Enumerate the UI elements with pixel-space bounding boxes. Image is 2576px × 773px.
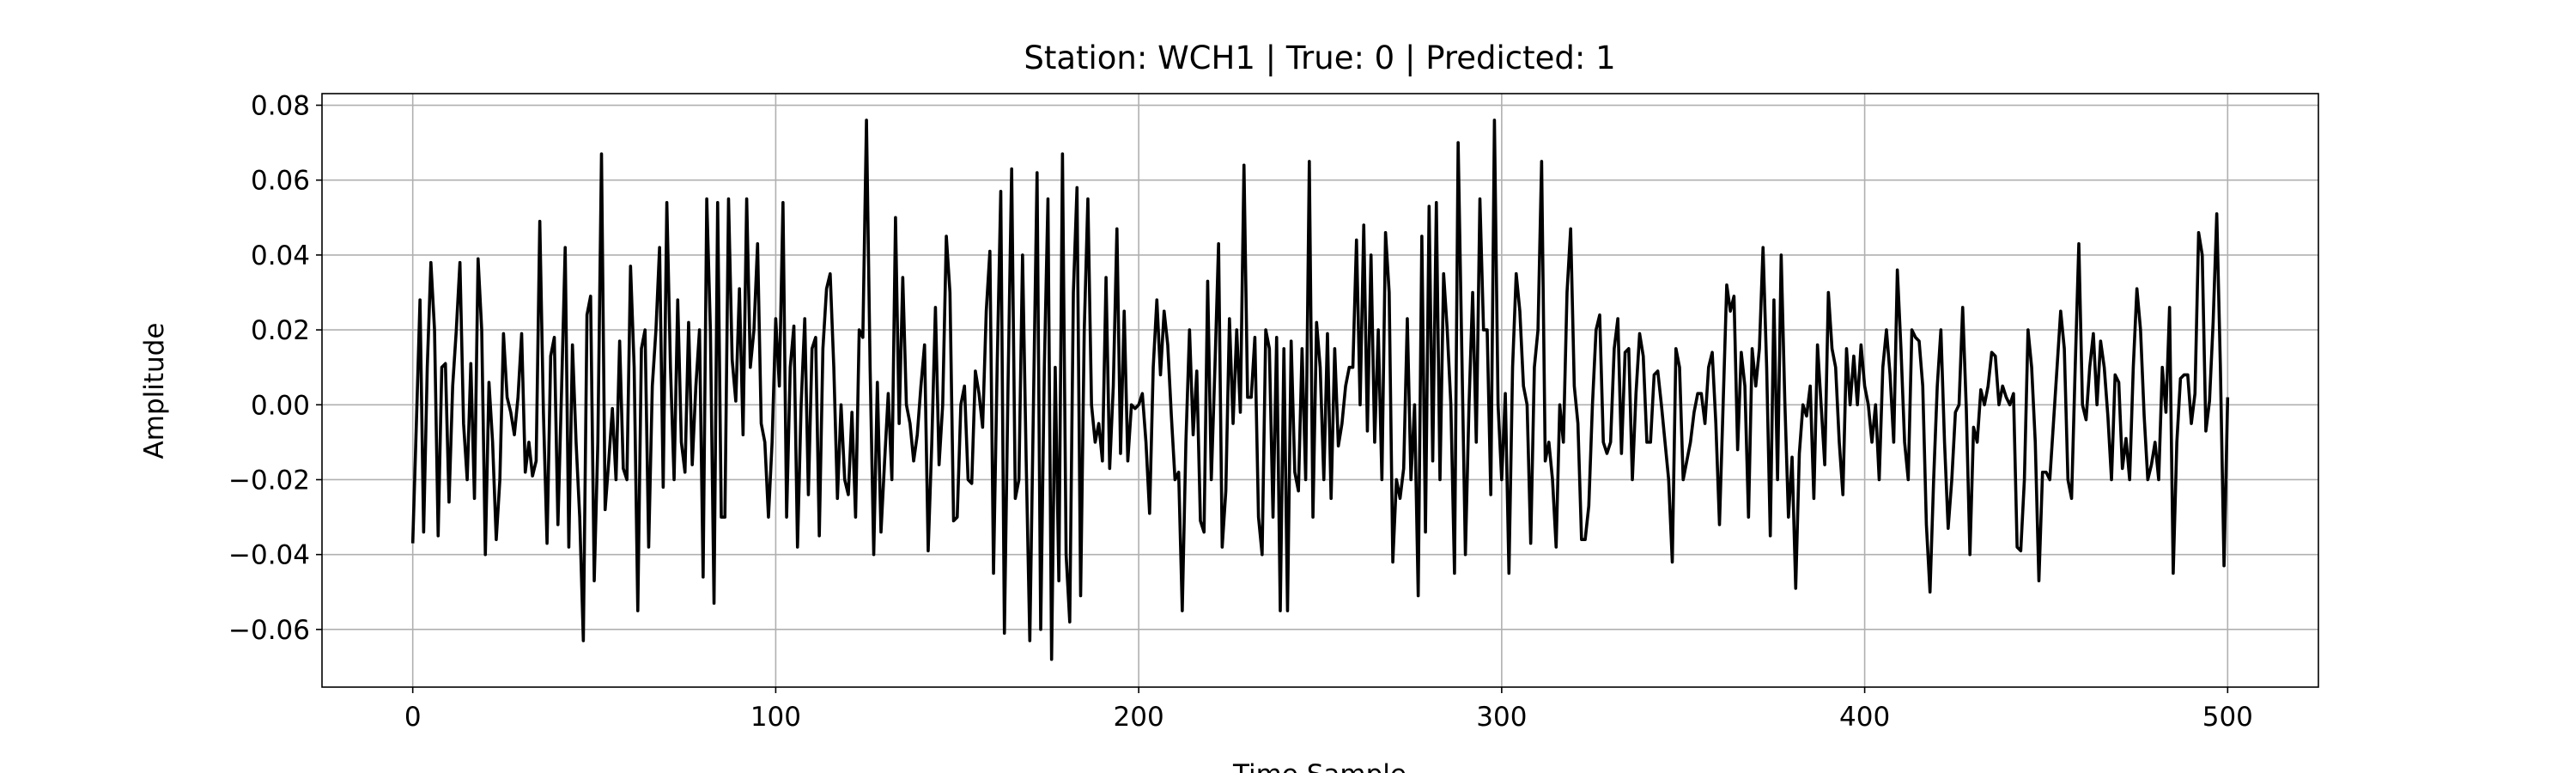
y-tick-label: 0.02: [251, 315, 310, 346]
y-tick-label: −0.02: [228, 465, 310, 496]
x-tick-label: 300: [1476, 702, 1527, 733]
y-tick-label: 0.00: [251, 390, 310, 421]
y-tick-label: 0.06: [251, 166, 310, 197]
x-tick-label: 200: [1114, 702, 1164, 733]
y-tick-label: 0.08: [251, 91, 310, 122]
x-tick-label: 400: [1839, 702, 1890, 733]
y-tick-label: −0.04: [228, 540, 310, 571]
line-series: [410, 119, 2230, 661]
y-axis-label: Amplitude: [139, 323, 170, 460]
x-tick-label: 500: [2202, 702, 2253, 733]
x-tick-label: 0: [404, 702, 422, 733]
plot-frame: [321, 93, 2319, 688]
y-tick-label: −0.06: [228, 615, 310, 646]
x-axis-label: Time Sample: [1232, 759, 1406, 773]
y-tick-label: 0.04: [251, 240, 310, 271]
x-tick-label: 100: [750, 702, 801, 733]
chart-title: Station: WCH1 | True: 0 | Predicted: 1: [1024, 40, 1615, 76]
